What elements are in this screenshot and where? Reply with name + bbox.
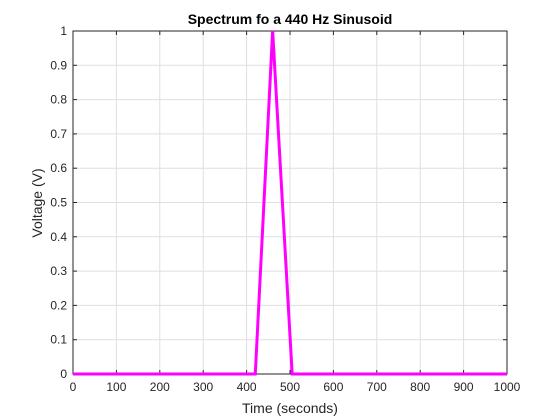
x-tick-label: 0 — [70, 380, 77, 394]
y-axis-ticks: 0 0.1 0.2 0.3 0.4 0.5 0.6 0.7 0.8 0.9 1 — [50, 24, 507, 381]
y-tick-label: 0.9 — [50, 58, 67, 72]
y-tick-label: 0.6 — [50, 161, 67, 175]
y-tick-label: 1 — [60, 24, 67, 38]
x-tick-label: 100 — [106, 380, 126, 394]
series-layer — [73, 30, 507, 376]
y-tick-label: 0.2 — [50, 298, 67, 312]
x-tick-label: 900 — [454, 380, 474, 394]
y-tick-label: 0.8 — [50, 93, 67, 107]
y-tick-label: 0.3 — [50, 264, 67, 278]
x-tick-label: 700 — [367, 380, 387, 394]
y-tick-label: 0.1 — [50, 333, 67, 347]
x-tick-label: 200 — [150, 380, 170, 394]
y-tick-label: 0.7 — [50, 127, 67, 141]
x-axis-label: Time (seconds) — [242, 400, 338, 416]
y-tick-label: 0.4 — [50, 230, 67, 244]
x-tick-label: 600 — [323, 380, 343, 394]
chart-title: Spectrum fo a 440 Hz Sinusoid — [188, 11, 393, 27]
series-line-0 — [73, 30, 507, 376]
x-axis-ticks: 0 100 200 300 400 500 600 700 800 900 1000 — [70, 31, 521, 394]
y-tick-label: 0.5 — [50, 196, 67, 210]
x-tick-label: 400 — [237, 380, 257, 394]
x-tick-label: 1000 — [494, 380, 521, 394]
y-tick-label: 0 — [60, 367, 67, 381]
y-axis-label: Voltage (V) — [29, 168, 45, 237]
x-tick-label: 300 — [193, 380, 213, 394]
x-tick-label: 500 — [280, 380, 300, 394]
x-tick-label: 800 — [410, 380, 430, 394]
